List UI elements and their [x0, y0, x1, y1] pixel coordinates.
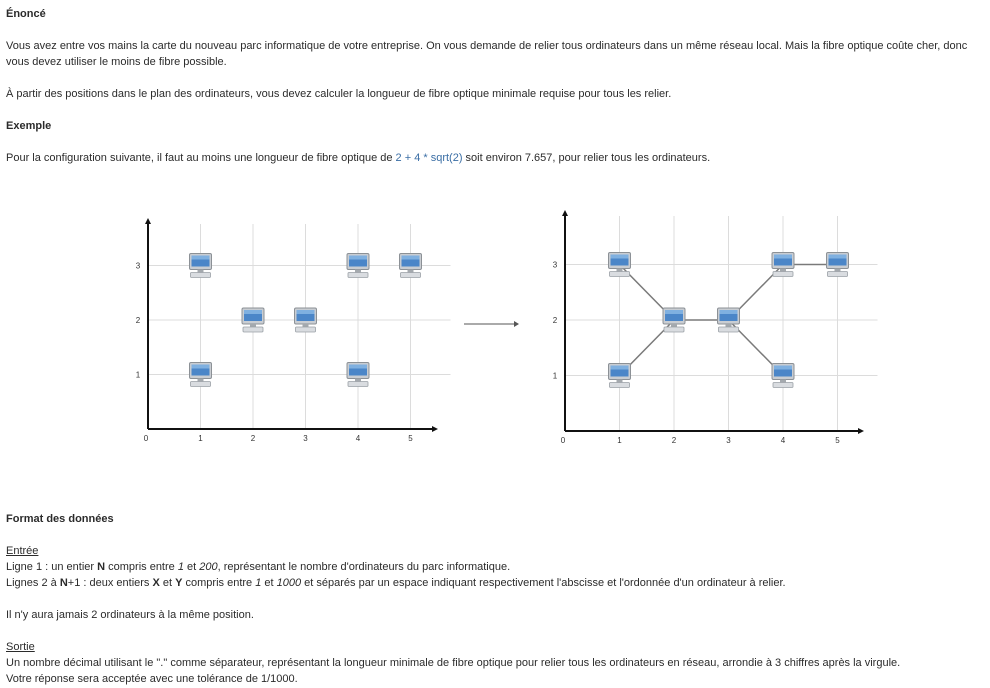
exemple-paragraph: Pour la configuration suivante, il faut …: [6, 150, 986, 166]
x-tick-label: 4: [781, 436, 786, 445]
entree-var-n: N: [59, 577, 68, 589]
computer-icon: [826, 252, 849, 277]
x-tick-label: 2: [672, 436, 677, 445]
x-tick-label: 2: [251, 434, 256, 443]
computer-icon: [189, 362, 212, 387]
computer-icon: [294, 307, 317, 333]
computer-icon: [771, 363, 795, 388]
computer-icon: [717, 307, 740, 333]
computer-icon: [608, 252, 631, 277]
y-tick-label: 2: [136, 316, 141, 325]
entree-var-n: N: [97, 561, 106, 573]
entree-line-2-text: +1 : deux entiers: [67, 577, 153, 589]
enonce-paragraph-2: À partir des positions dans le plan des …: [6, 88, 672, 100]
entree-line-2-text: Lignes 2 à: [6, 577, 60, 589]
exemple-text-after: soit environ 7.657, pour relier tous les…: [462, 152, 711, 164]
x-tick-label: 0: [144, 434, 149, 443]
x-tick-label: 5: [408, 434, 413, 443]
computer-icon: [662, 307, 686, 333]
entree-min-value: 1: [177, 561, 184, 573]
sortie-line-2: Votre réponse sera acceptée avec une tol…: [6, 673, 298, 685]
x-tick-label: 3: [303, 434, 308, 443]
entree-line-1-text: , représentant le nombre d'ordinateurs d…: [217, 561, 511, 573]
enonce-title: Énoncé: [6, 8, 46, 20]
y-tick-label: 3: [136, 262, 141, 271]
sortie-label: Sortie: [6, 641, 35, 653]
example-chart-network: 0 1 2 3 4 5 1 2 3: [553, 210, 878, 445]
entree-var-x: X: [152, 577, 160, 589]
computer-icon: [241, 307, 265, 333]
x-axis-arrow: [858, 428, 864, 434]
y-tick-label: 1: [553, 372, 558, 381]
x-tick-label: 0: [561, 436, 566, 445]
entree-line-2-text: et: [159, 577, 176, 589]
computer-icon: [346, 362, 370, 387]
y-tick-label: 2: [553, 316, 558, 325]
format-note: Il n'y aura jamais 2 ordinateurs à la mê…: [6, 609, 254, 621]
computer-icon: [346, 253, 370, 278]
entree-var-y: Y: [175, 577, 183, 589]
entree-line-2-text: et séparés par un espace indiquant respe…: [301, 577, 786, 589]
computer-icon: [399, 253, 422, 278]
exemple-text-before: Pour la configuration suivante, il faut …: [6, 152, 396, 164]
entree-min-value: 1: [255, 577, 262, 589]
computer-icon: [771, 252, 795, 277]
computer-icon: [608, 363, 631, 388]
y-axis-arrow: [145, 218, 151, 224]
x-axis-arrow: [432, 426, 438, 432]
formula-link[interactable]: 2 + 4 * sqrt(2): [395, 152, 463, 164]
y-axis-arrow: [562, 210, 568, 216]
entree-line-2-text: et: [261, 577, 277, 589]
entree-max-value: 200: [199, 561, 218, 573]
entree-line-1-text: compris entre: [105, 561, 178, 573]
entree-line-2-text: compris entre: [182, 577, 256, 589]
x-tick-label: 1: [617, 436, 622, 445]
entree-label: Entrée: [6, 545, 39, 557]
entree-max-value: 1000: [276, 577, 302, 589]
entree-line-1-text: Ligne 1 : un entier: [6, 561, 98, 573]
y-tick-label: 1: [136, 371, 141, 380]
sortie-line-1: Un nombre décimal utilisant le "." comme…: [6, 657, 901, 669]
example-chart-points: 0 1 2 3 4 5 1 2 3: [136, 218, 451, 443]
exemple-title: Exemple: [6, 120, 52, 132]
x-tick-label: 1: [198, 434, 203, 443]
arrow-right-icon: [464, 321, 519, 327]
x-tick-label: 4: [356, 434, 361, 443]
enonce-paragraph-1: Vous avez entre vos mains la carte du no…: [6, 40, 968, 68]
entree-line-1: Ligne 1 : un entier N compris entre 1 et…: [6, 559, 986, 575]
x-tick-label: 5: [835, 436, 840, 445]
format-title: Format des données: [6, 513, 114, 525]
x-tick-label: 3: [726, 436, 731, 445]
y-tick-label: 3: [553, 261, 558, 270]
computer-icon: [189, 253, 212, 278]
entree-line-1-text: et: [183, 561, 200, 573]
entree-line-2: Lignes 2 à N+1 : deux entiers X et Y com…: [6, 575, 986, 591]
